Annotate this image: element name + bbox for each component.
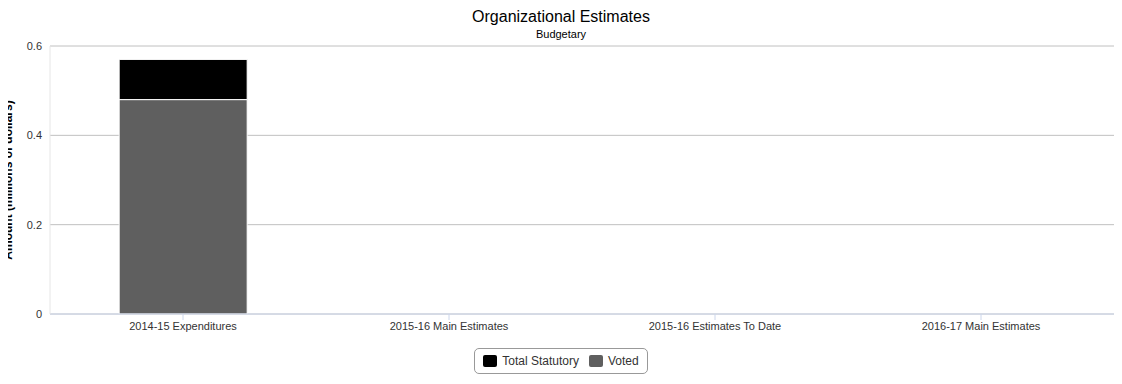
html-text:Organizational Estimates: Organizational Estimates xyxy=(472,8,650,25)
svg-text:2015-16 Main Estimates: 2015-16 Main Estimates xyxy=(390,320,509,332)
svg-text:2016-17 Main Estimates: 2016-17 Main Estimates xyxy=(922,320,1041,332)
svg-text:0.4: 0.4 xyxy=(27,129,42,141)
svg-text:0.2: 0.2 xyxy=(27,219,42,231)
svg-text:2014-15 Expenditures: 2014-15 Expenditures xyxy=(129,320,237,332)
svg-text:0: 0 xyxy=(36,308,42,320)
html-text:Voted: Voted xyxy=(608,354,639,368)
svg-text:Amount (millions of dollars): Amount (millions of dollars) xyxy=(8,100,15,259)
svg-text:0.6: 0.6 xyxy=(27,40,42,52)
svg-text:2015-16 Estimates To Date: 2015-16 Estimates To Date xyxy=(649,320,781,332)
html-text:Budgetary: Budgetary xyxy=(535,28,587,40)
html-text:Total Statutory: Total Statutory xyxy=(502,354,579,368)
